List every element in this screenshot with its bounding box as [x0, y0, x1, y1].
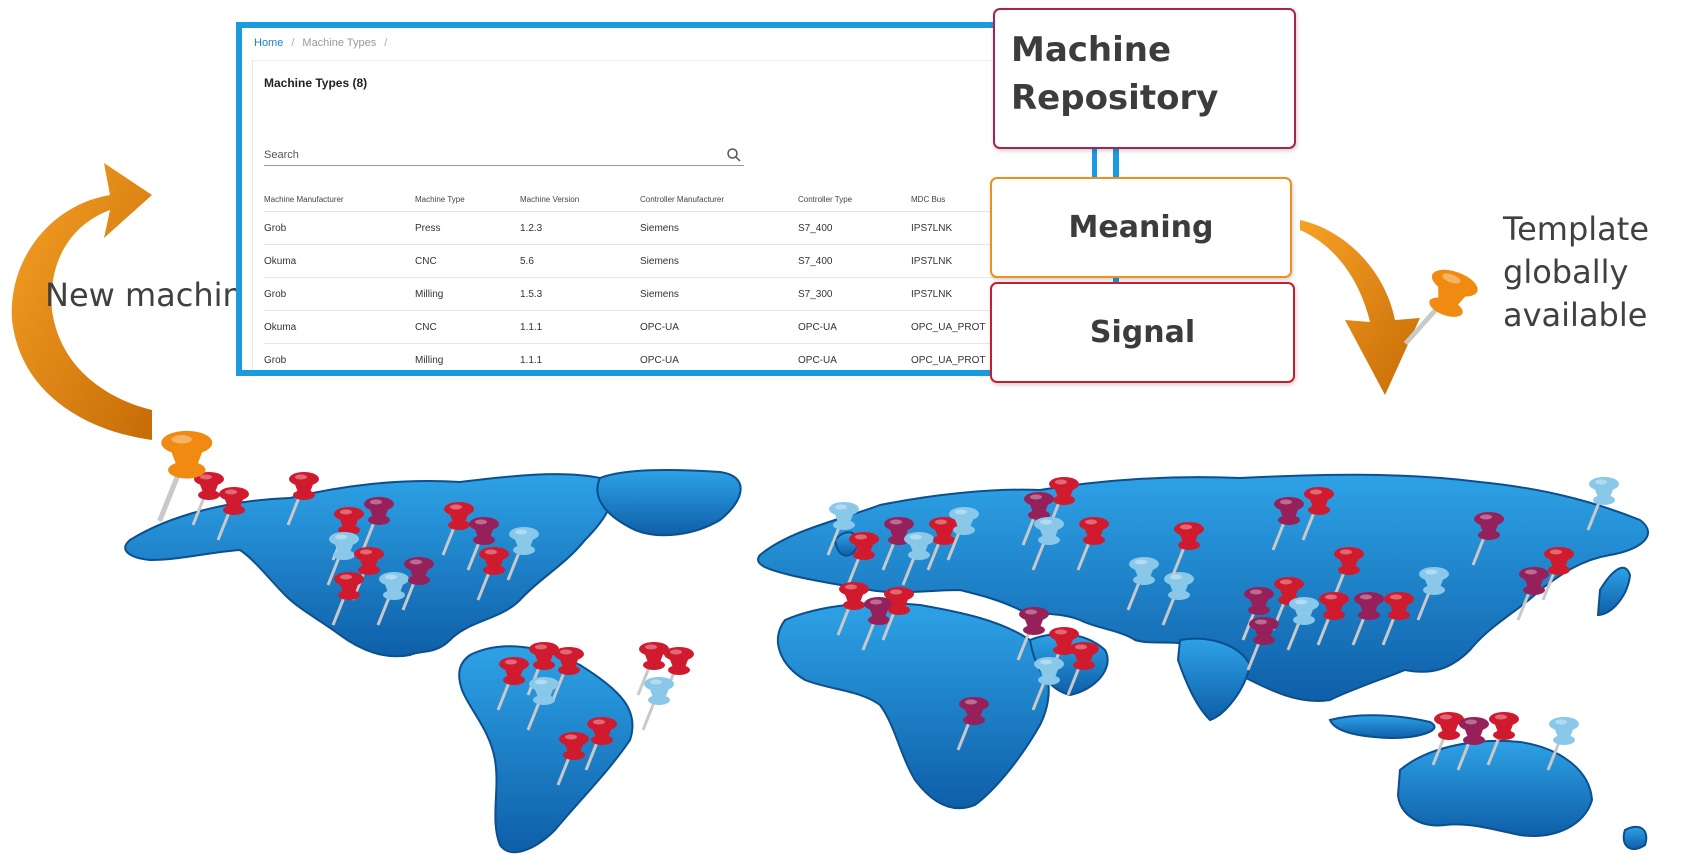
- table-cell: OPC-UA: [640, 310, 798, 344]
- table-cell: CNC: [415, 310, 520, 344]
- table-cell: Press: [415, 211, 520, 245]
- table-cell: OPC-UA: [640, 343, 798, 370]
- continent-eurasia: [757, 473, 1649, 702]
- table-cell: 1.2.3: [520, 211, 640, 245]
- template-label: Template globally available: [1503, 210, 1650, 334]
- machine-repository-box: Machine Repository: [993, 8, 1296, 149]
- table-cell: Siemens: [640, 277, 798, 311]
- new-machine-label: New machine: [45, 276, 263, 314]
- column-header[interactable]: Machine Type: [415, 187, 520, 212]
- column-header[interactable]: Machine Version: [520, 187, 640, 212]
- pushpin-icon-template: [1406, 264, 1482, 361]
- search-icon[interactable]: [726, 147, 742, 163]
- search-field[interactable]: [264, 145, 744, 166]
- table-cell: Okuma: [264, 310, 415, 344]
- table-cell: 1.5.3: [520, 277, 640, 311]
- table-cell: 1.1.1: [520, 343, 640, 370]
- breadcrumb-current: Machine Types: [302, 37, 377, 49]
- continent-indonesia: [1328, 714, 1436, 740]
- search-input[interactable]: [264, 149, 704, 161]
- continent-new-zealand: [1622, 825, 1648, 850]
- machine-types-screenshot: Home / Machine Types / Machine Types (8) Ma…: [236, 22, 1119, 376]
- column-header[interactable]: Machine Manufacturer: [264, 187, 415, 212]
- table-cell: 5.6: [520, 244, 640, 278]
- table-row[interactable]: Okuma CNC 1.1.1 OPC-UA OPC-UA OPC_UA_PRO…: [264, 310, 1113, 344]
- table-cell: Grob: [264, 343, 415, 370]
- machine-types-card: Machine Types (8) Machine Manufacturer M…: [252, 60, 1113, 370]
- box-connector: [1092, 147, 1097, 177]
- breadcrumb-home-link[interactable]: Home: [254, 37, 284, 49]
- continent-africa: [776, 602, 1050, 810]
- table-cell: CNC: [415, 244, 520, 278]
- breadcrumb-separator: /: [384, 37, 388, 49]
- continent-greenland: [596, 469, 742, 537]
- continent-india: [1176, 637, 1252, 722]
- table-cell: Okuma: [264, 244, 415, 278]
- table-cell: Siemens: [640, 211, 798, 245]
- table-cell: S7_300: [798, 277, 911, 311]
- meaning-box: Meaning: [990, 177, 1292, 278]
- table-cell: Milling: [415, 277, 520, 311]
- breadcrumb-separator: /: [291, 37, 295, 49]
- template-arrow: [1300, 220, 1420, 395]
- breadcrumb: Home / Machine Types /: [254, 37, 395, 49]
- continent-australia: [1396, 739, 1594, 837]
- column-header[interactable]: Controller Type: [798, 187, 911, 212]
- table-cell: OPC-UA: [798, 310, 911, 344]
- table-cell: S7_400: [798, 244, 911, 278]
- table-cell: Grob: [264, 277, 415, 311]
- page-title: Machine Types (8): [264, 76, 368, 90]
- column-header[interactable]: Controller Manufacturer: [640, 187, 798, 212]
- continent-japan: [1596, 566, 1632, 617]
- table-cell: S7_400: [798, 211, 911, 245]
- signal-box: Signal: [990, 282, 1295, 383]
- table-cell: 1.1.1: [520, 310, 640, 344]
- table-cell: Milling: [415, 343, 520, 370]
- table-cell: Siemens: [640, 244, 798, 278]
- new-machine-arrow: [11, 163, 152, 440]
- table-cell: Grob: [264, 211, 415, 245]
- table-cell: OPC-UA: [798, 343, 911, 370]
- table-row[interactable]: Grob Milling 1.1.1 OPC-UA OPC-UA OPC_UA_…: [264, 343, 1113, 370]
